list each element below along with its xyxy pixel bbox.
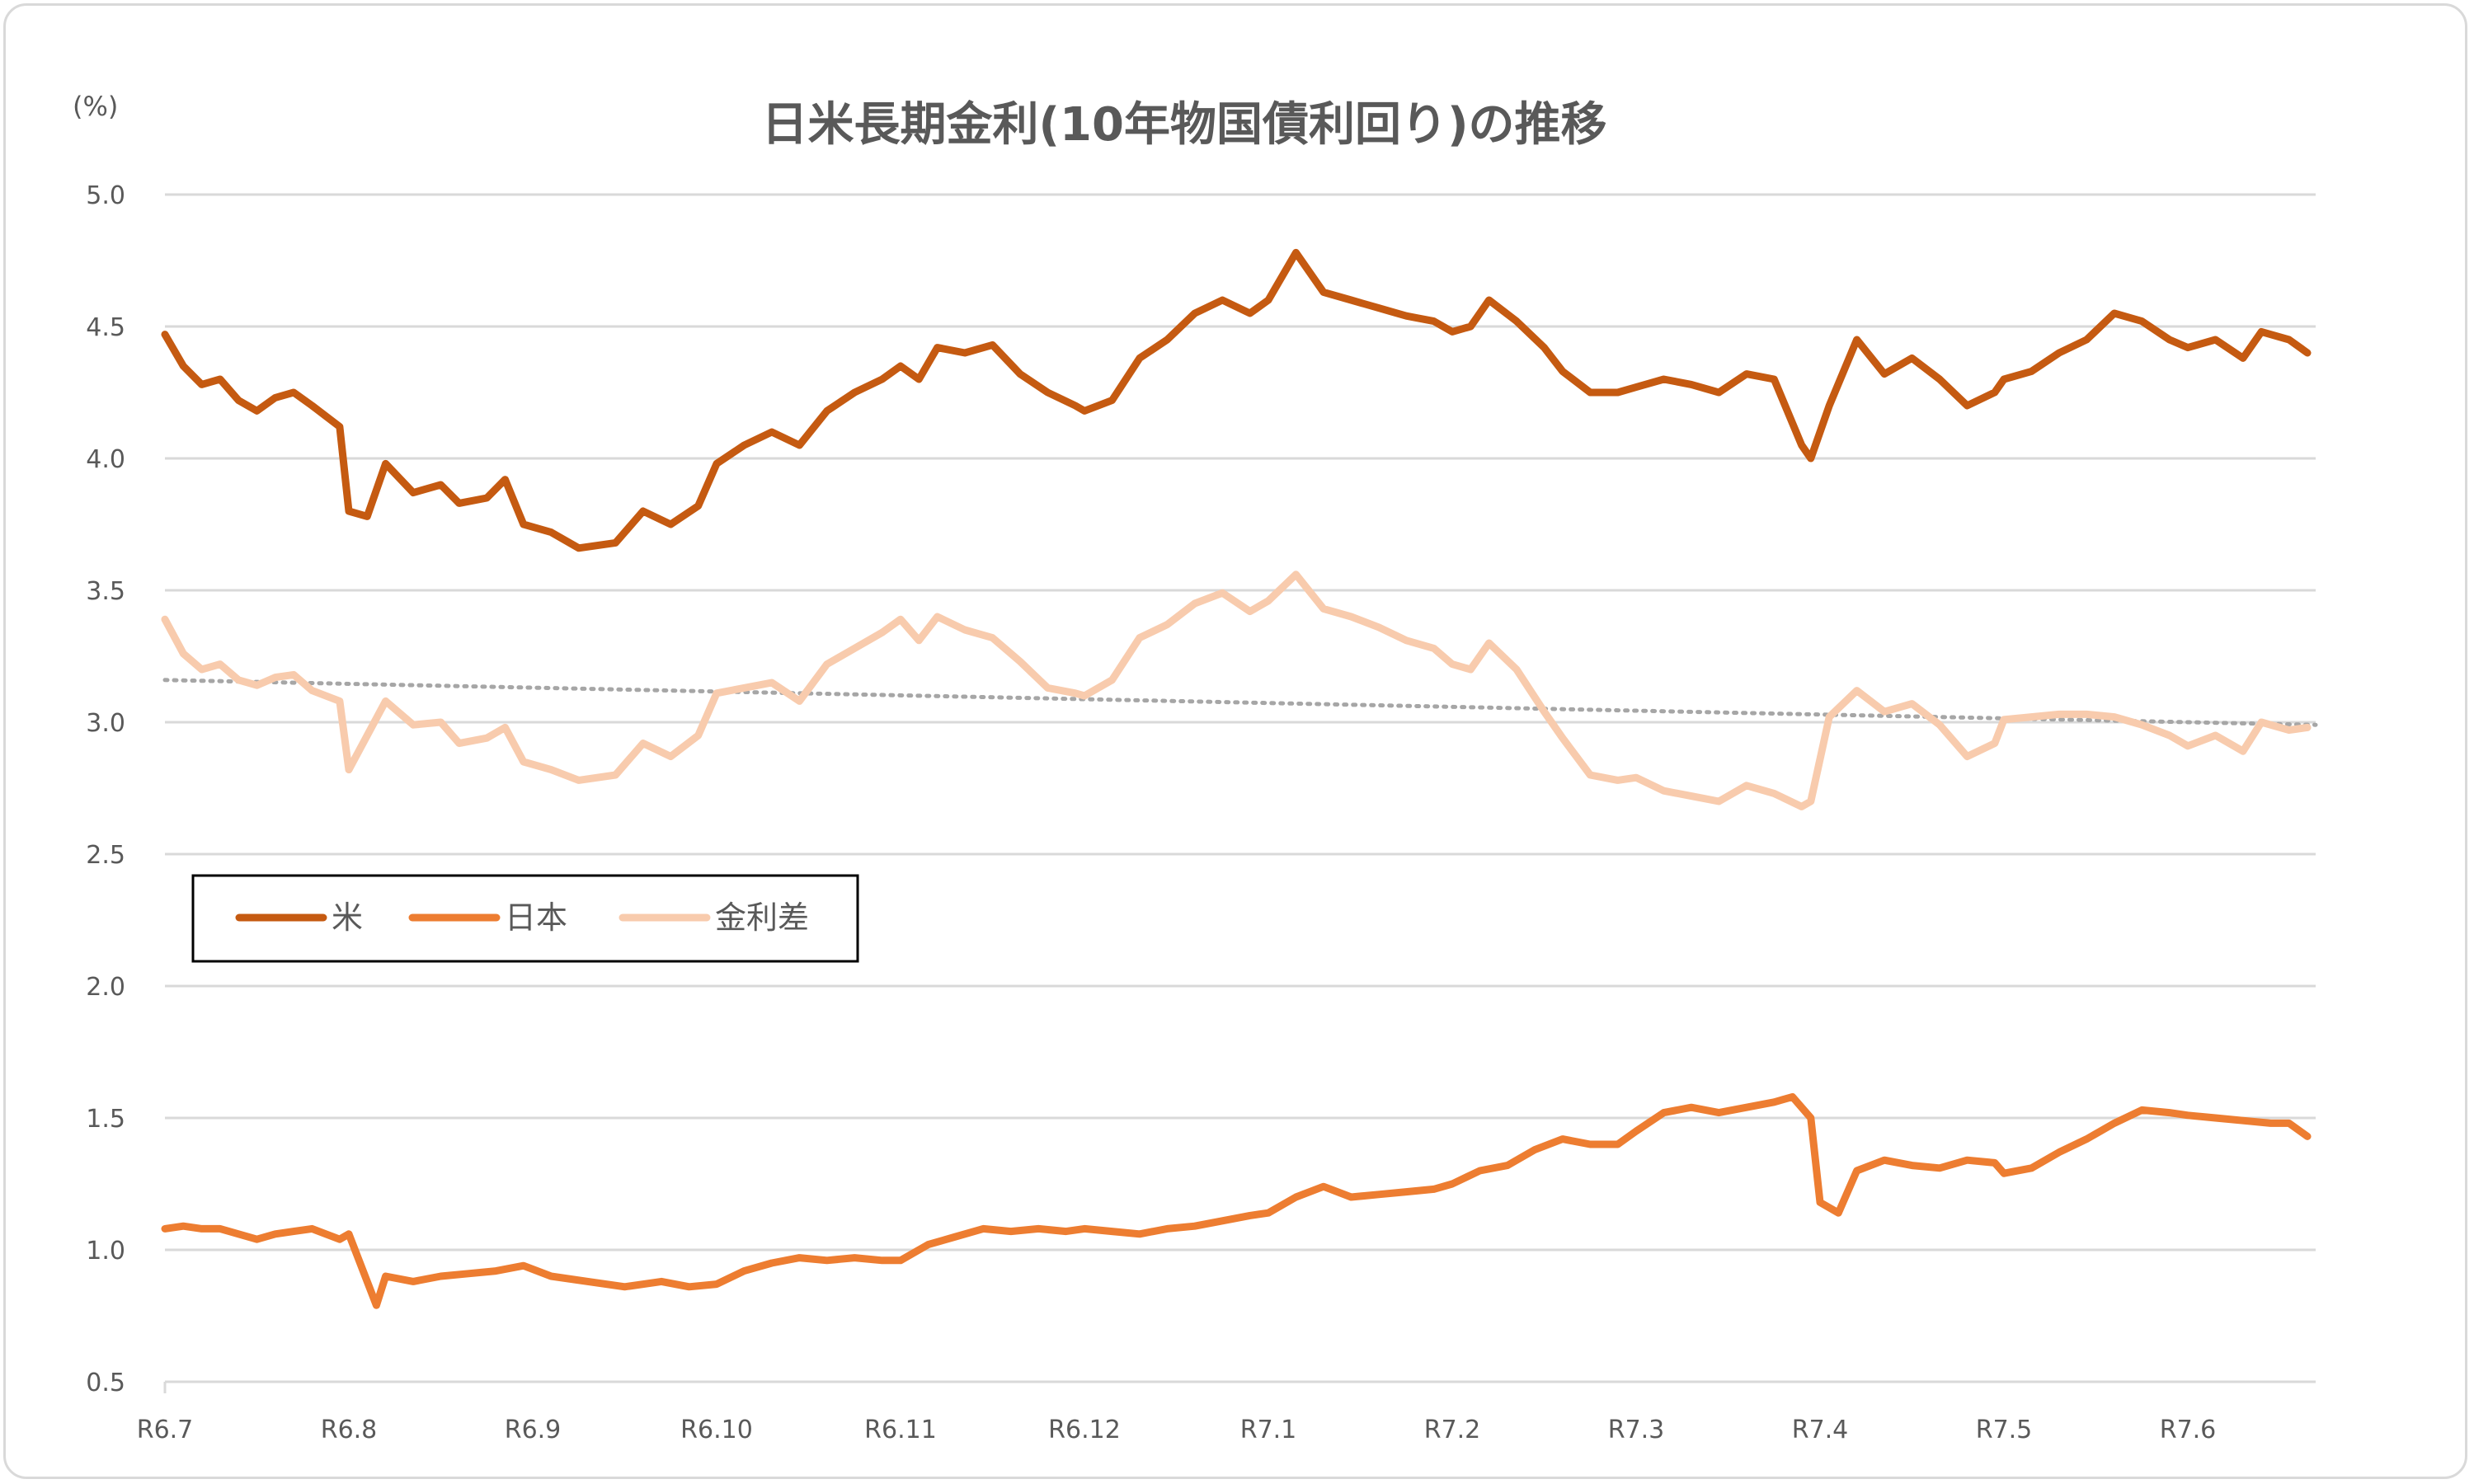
y-tick-label: 3.5 — [86, 577, 125, 606]
y-tick-label: 4.5 — [86, 313, 125, 342]
gridlines — [163, 193, 2316, 1393]
chart-title: 日米長期金利(10年物国債利回り)の推移 — [761, 98, 1606, 152]
legend-label-spread: 金利差 — [715, 899, 809, 936]
x-tick-label: R6.12 — [1048, 1416, 1121, 1444]
y-axis-ticks: 5.0 4.5 4.0 3.5 3.0 2.5 2.0 1.5 1.0 0.5 — [86, 181, 125, 1397]
y-tick-label: 4.0 — [86, 445, 125, 474]
spread-trendline — [162, 678, 2318, 727]
y-tick-label: 2.5 — [86, 841, 125, 870]
x-tick-label: R7.5 — [1976, 1416, 2033, 1444]
y-tick-label: 3.0 — [86, 709, 125, 738]
y-tick-label: 2.0 — [86, 973, 125, 1002]
x-tick-label: R7.1 — [1240, 1416, 1297, 1444]
x-axis-ticks: R6.7 R6.8 R6.9 R6.10 R6.11 R6.12 R7.1 R7.2 R7.3 R… — [137, 1416, 2217, 1444]
y-tick-label: 5.0 — [86, 181, 125, 210]
x-tick-label: R7.4 — [1792, 1416, 1849, 1444]
series-line-spread — [161, 571, 2312, 810]
x-tick-label: R7.2 — [1424, 1416, 1481, 1444]
x-tick-label: R6.11 — [864, 1416, 937, 1444]
x-tick-label: R6.10 — [680, 1416, 753, 1444]
legend-label-us: 米 — [332, 899, 363, 936]
series-lines — [161, 248, 2312, 1309]
series-line-japan — [161, 1092, 2312, 1309]
chart-frame — [3, 3, 2467, 1479]
y-tick-label: 1.5 — [86, 1105, 125, 1134]
legend-label-japan: 日本 — [505, 899, 567, 936]
series-line-us — [161, 248, 2312, 552]
y-tick-label: 1.0 — [86, 1237, 125, 1266]
x-tick-label: R6.7 — [137, 1416, 194, 1444]
legend: 米 日本 金利差 — [191, 874, 859, 963]
x-tick-label: R7.6 — [2160, 1416, 2217, 1444]
y-unit-label: (%) — [73, 91, 118, 122]
x-tick-label: R6.9 — [505, 1416, 562, 1444]
y-tick-label: 0.5 — [86, 1369, 125, 1397]
x-tick-label: R7.3 — [1608, 1416, 1665, 1444]
trendline — [162, 678, 2318, 727]
x-tick-label: R6.8 — [321, 1416, 378, 1444]
